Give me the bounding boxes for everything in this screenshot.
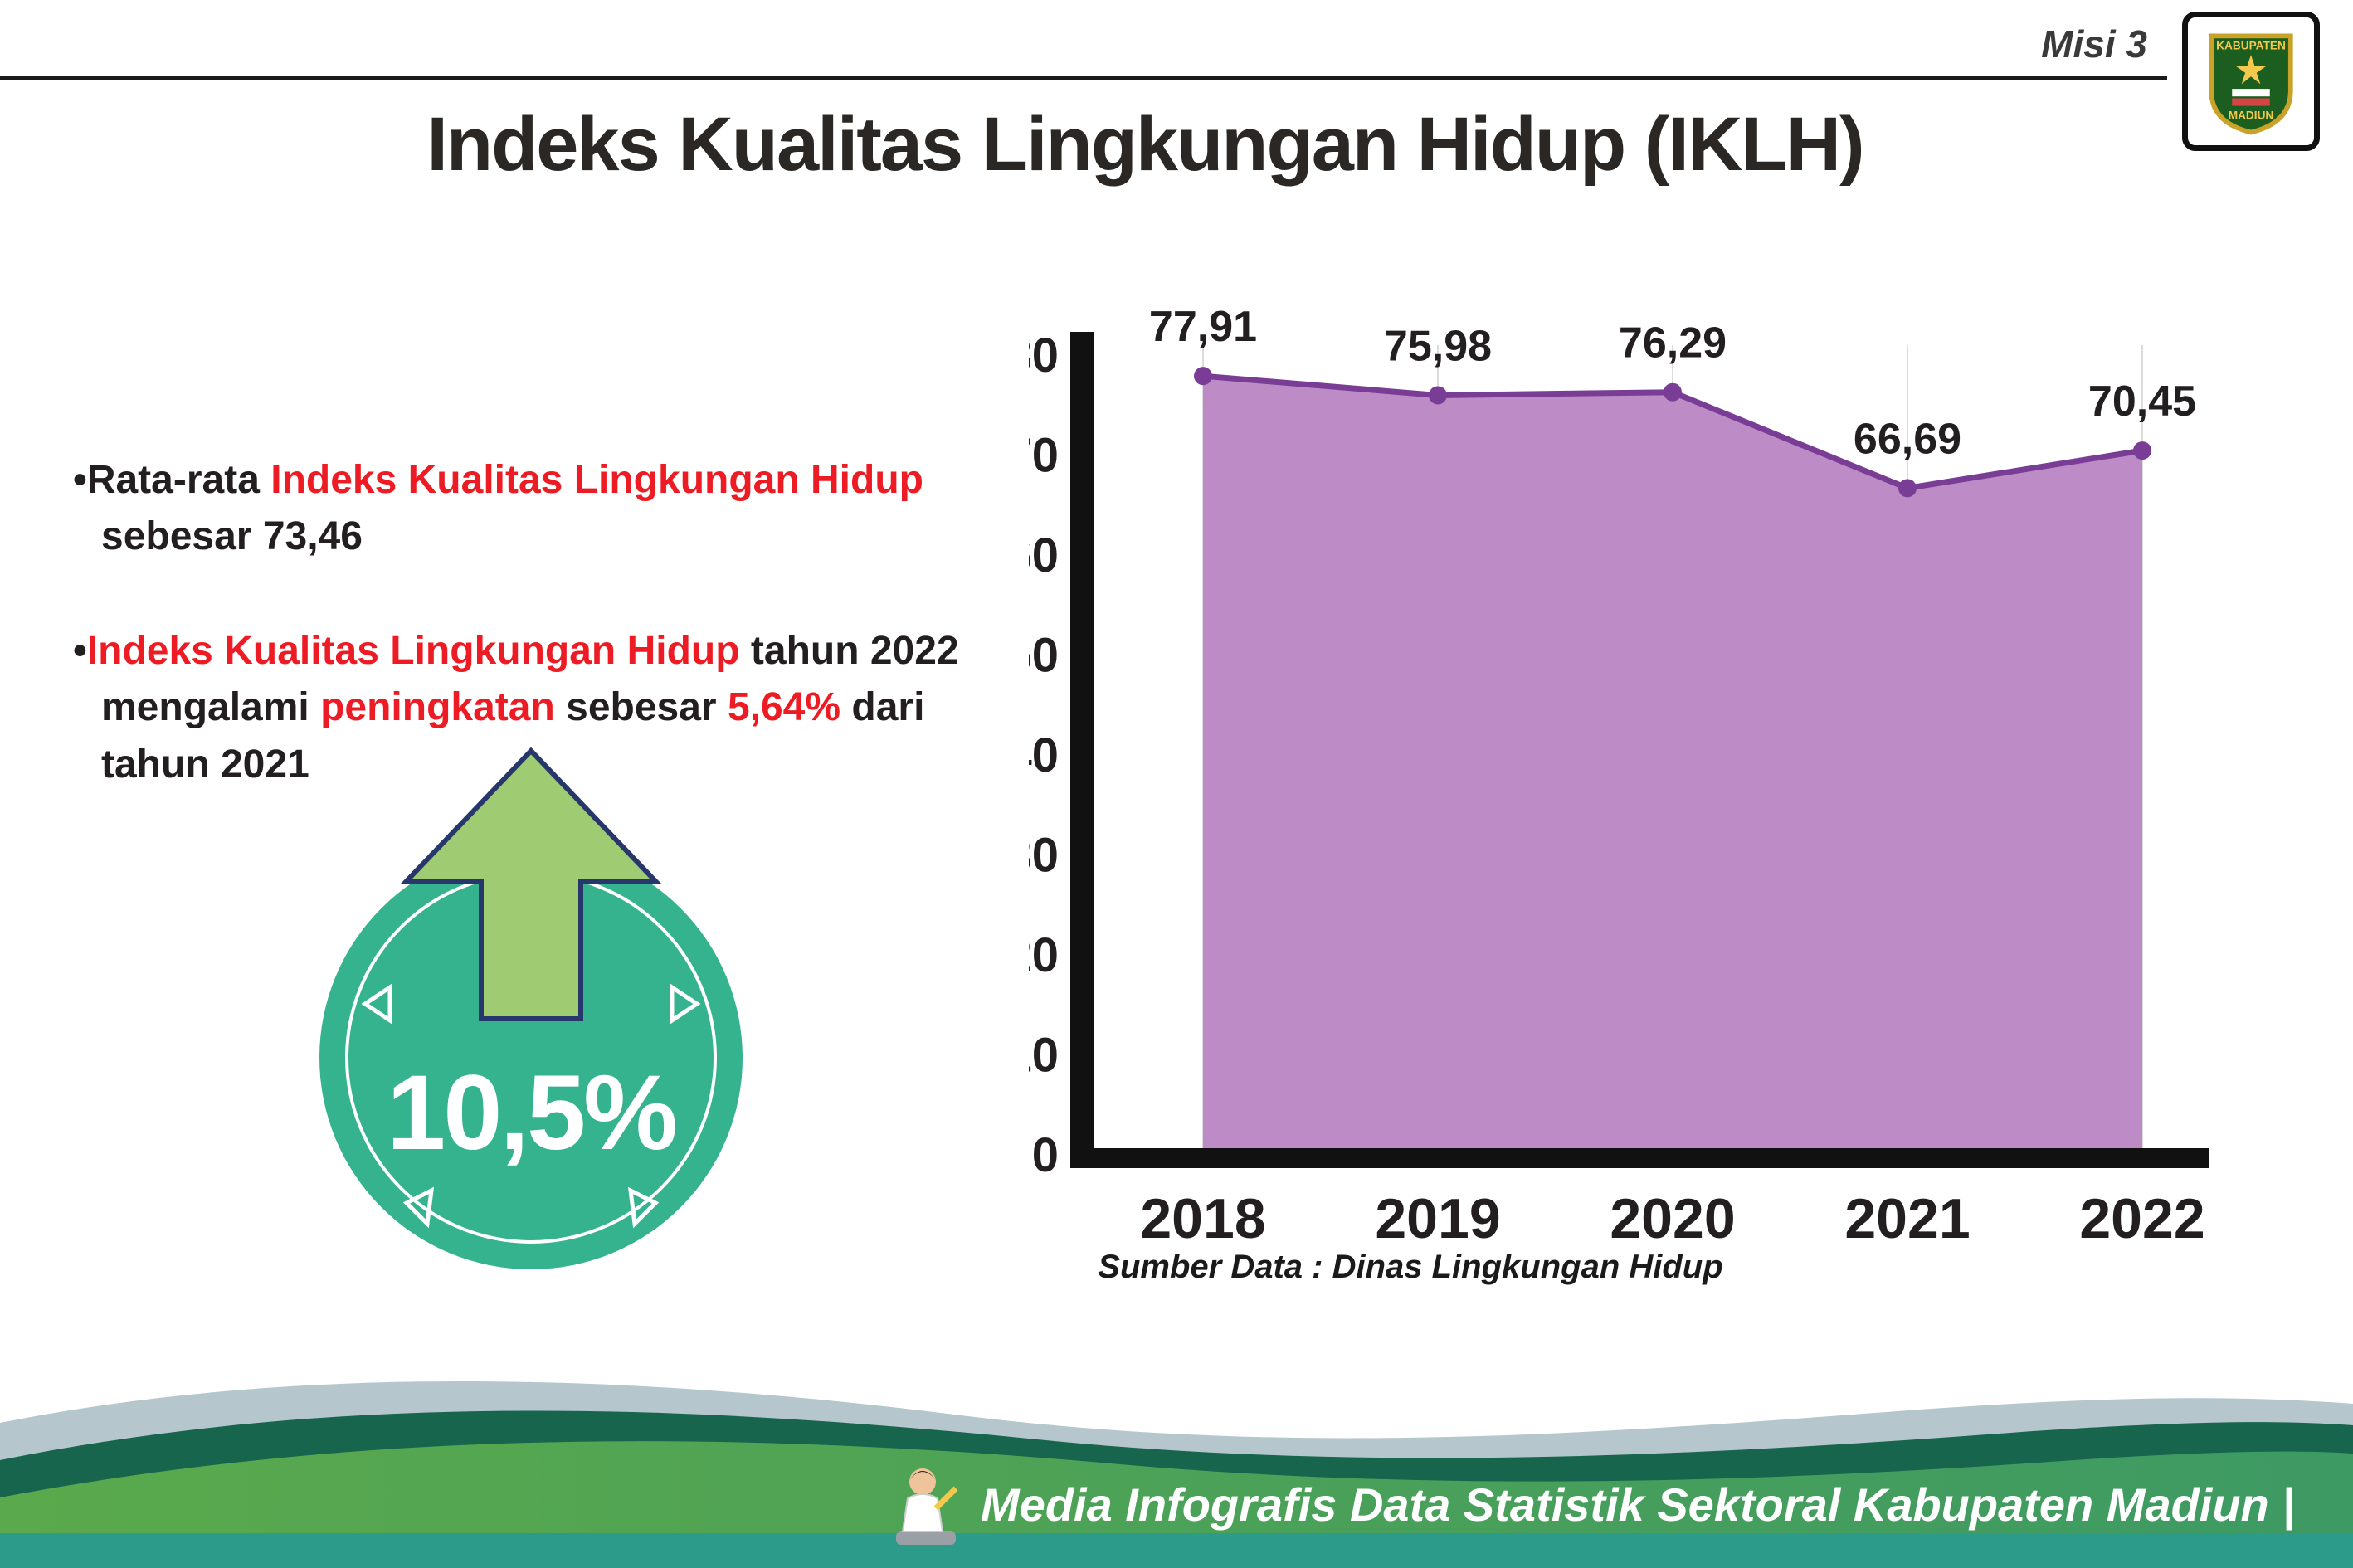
y-axis — [1070, 332, 1094, 1168]
y-tick-label: 0 — [1032, 1128, 1059, 1182]
badge-tick-bottom-right — [627, 1186, 660, 1229]
y-tick-label: 50 — [1029, 629, 1059, 683]
footer-caption: Media Infografis Data Statistik Sektoral… — [888, 1458, 2295, 1550]
y-tick-label: 40 — [1029, 728, 1059, 782]
footer-text: Media Infografis Data Statistik Sektoral… — [981, 1478, 2295, 1531]
data-point — [1898, 479, 1917, 498]
data-label: 77,91 — [1149, 303, 1257, 351]
text-segment: Indeks Kualitas Lingkungan Hidup — [270, 458, 923, 502]
footer-strip — [0, 1533, 2353, 1568]
footer-waves — [0, 1381, 2353, 1568]
data-point — [1429, 386, 1447, 405]
x-axis — [1070, 1148, 2209, 1168]
crest-stripe-white — [2232, 89, 2270, 97]
note-item-increase: •Indeks Kualitas Lingkungan Hidup tahun … — [73, 623, 986, 792]
text-segment: peningkatan — [320, 685, 555, 730]
data-label: 75,98 — [1384, 322, 1492, 370]
note-item-average: •Rata-rata Indeks Kualitas Lingkungan Hi… — [73, 452, 986, 565]
x-tick-label: 2018 — [1140, 1187, 1265, 1250]
data-point — [1194, 367, 1212, 386]
iklh-chart: 77,91 75,98 76,29 66,69 70,45 0 10 20 30 40 50 60 70… — [1005, 274, 2273, 1319]
y-tick-label: 20 — [1029, 928, 1059, 982]
mascot-base — [896, 1531, 957, 1545]
y-tick-label: 70 — [1029, 429, 1059, 483]
x-tick-label: 2021 — [1844, 1187, 1970, 1250]
badge-tick-left — [361, 983, 392, 1025]
increase-badge: 10,5% — [307, 738, 755, 1286]
text-segment: sebesar — [554, 685, 728, 730]
data-label: 70,45 — [2088, 377, 2196, 426]
x-tick-label: 2022 — [2079, 1187, 2204, 1250]
data-label: 66,69 — [1854, 415, 1961, 463]
text-segment: tahun 2022 mengalami — [101, 629, 959, 730]
y-tick-label: 80 — [1029, 329, 1059, 382]
iklh-area-chart: 77,91 75,98 76,29 66,69 70,45 0 10 20 30 40 50 60 70… — [1005, 303, 2209, 1250]
x-tick-label: 2019 — [1375, 1187, 1500, 1250]
text-segment: 5,64% — [727, 685, 841, 730]
crest-star — [2235, 55, 2267, 85]
kabupaten-madiun-logo: KABUPATEN MADIUN — [2182, 12, 2320, 151]
badge-circle — [319, 846, 743, 1269]
area-fill — [1203, 376, 2142, 1155]
data-point — [2133, 441, 2151, 460]
y-tick-label: 60 — [1029, 528, 1059, 582]
text-segment: Indeks Kualitas Lingkungan Hidup — [86, 629, 740, 674]
mascot-pencil — [933, 1486, 958, 1511]
mascot-head — [909, 1468, 937, 1495]
misi-label: Misi 3 — [2041, 22, 2147, 66]
data-source-note: Sumber Data : Dinas Lingkungan Hidup — [1098, 1249, 1723, 1285]
notes-list: •Rata-rata Indeks Kualitas Lingkungan Hi… — [73, 452, 986, 793]
crest-icon: KABUPATEN MADIUN — [2209, 33, 2293, 135]
mascot-hair — [909, 1471, 937, 1480]
y-tick-label: 10 — [1029, 1029, 1059, 1083]
note-text: Indeks Kualitas Lingkungan Hidup tahun 2… — [87, 629, 959, 786]
bullet-dot: • — [73, 629, 87, 674]
increase-badge-graphic — [319, 747, 743, 1269]
mascot-body — [901, 1493, 944, 1532]
data-label: 76,29 — [1619, 319, 1727, 368]
badge-tick-right — [670, 983, 701, 1025]
note-text: Rata-rata Indeks Kualitas Lingkungan Hid… — [87, 458, 923, 558]
data-point — [1664, 382, 1682, 402]
y-tick-label: 30 — [1029, 829, 1059, 883]
x-tick-label: 2020 — [1610, 1187, 1735, 1250]
badge-tick-bottom-left — [402, 1186, 435, 1229]
text-segment: sebesar 73,46 — [101, 514, 363, 559]
footer — [0, 1344, 2353, 1568]
crest-stripe-red — [2232, 98, 2270, 106]
bullet-dot: • — [73, 458, 87, 502]
crest-shield — [2209, 33, 2293, 135]
increase-percentage: 10,5% — [387, 1054, 678, 1172]
text-segment: Rata-rata — [86, 458, 271, 502]
mascot-icon — [896, 1468, 958, 1545]
logo-bottom-text: MADIUN — [2229, 110, 2274, 122]
logo-top-text: KABUPATEN — [2216, 39, 2286, 51]
header-divider — [0, 76, 2167, 80]
up-arrow-icon — [400, 747, 662, 1021]
page-title: Indeks Kualitas Lingkungan Hidup (IKLH) — [426, 102, 1864, 187]
text-segment: dari tahun 2021 — [101, 685, 925, 786]
